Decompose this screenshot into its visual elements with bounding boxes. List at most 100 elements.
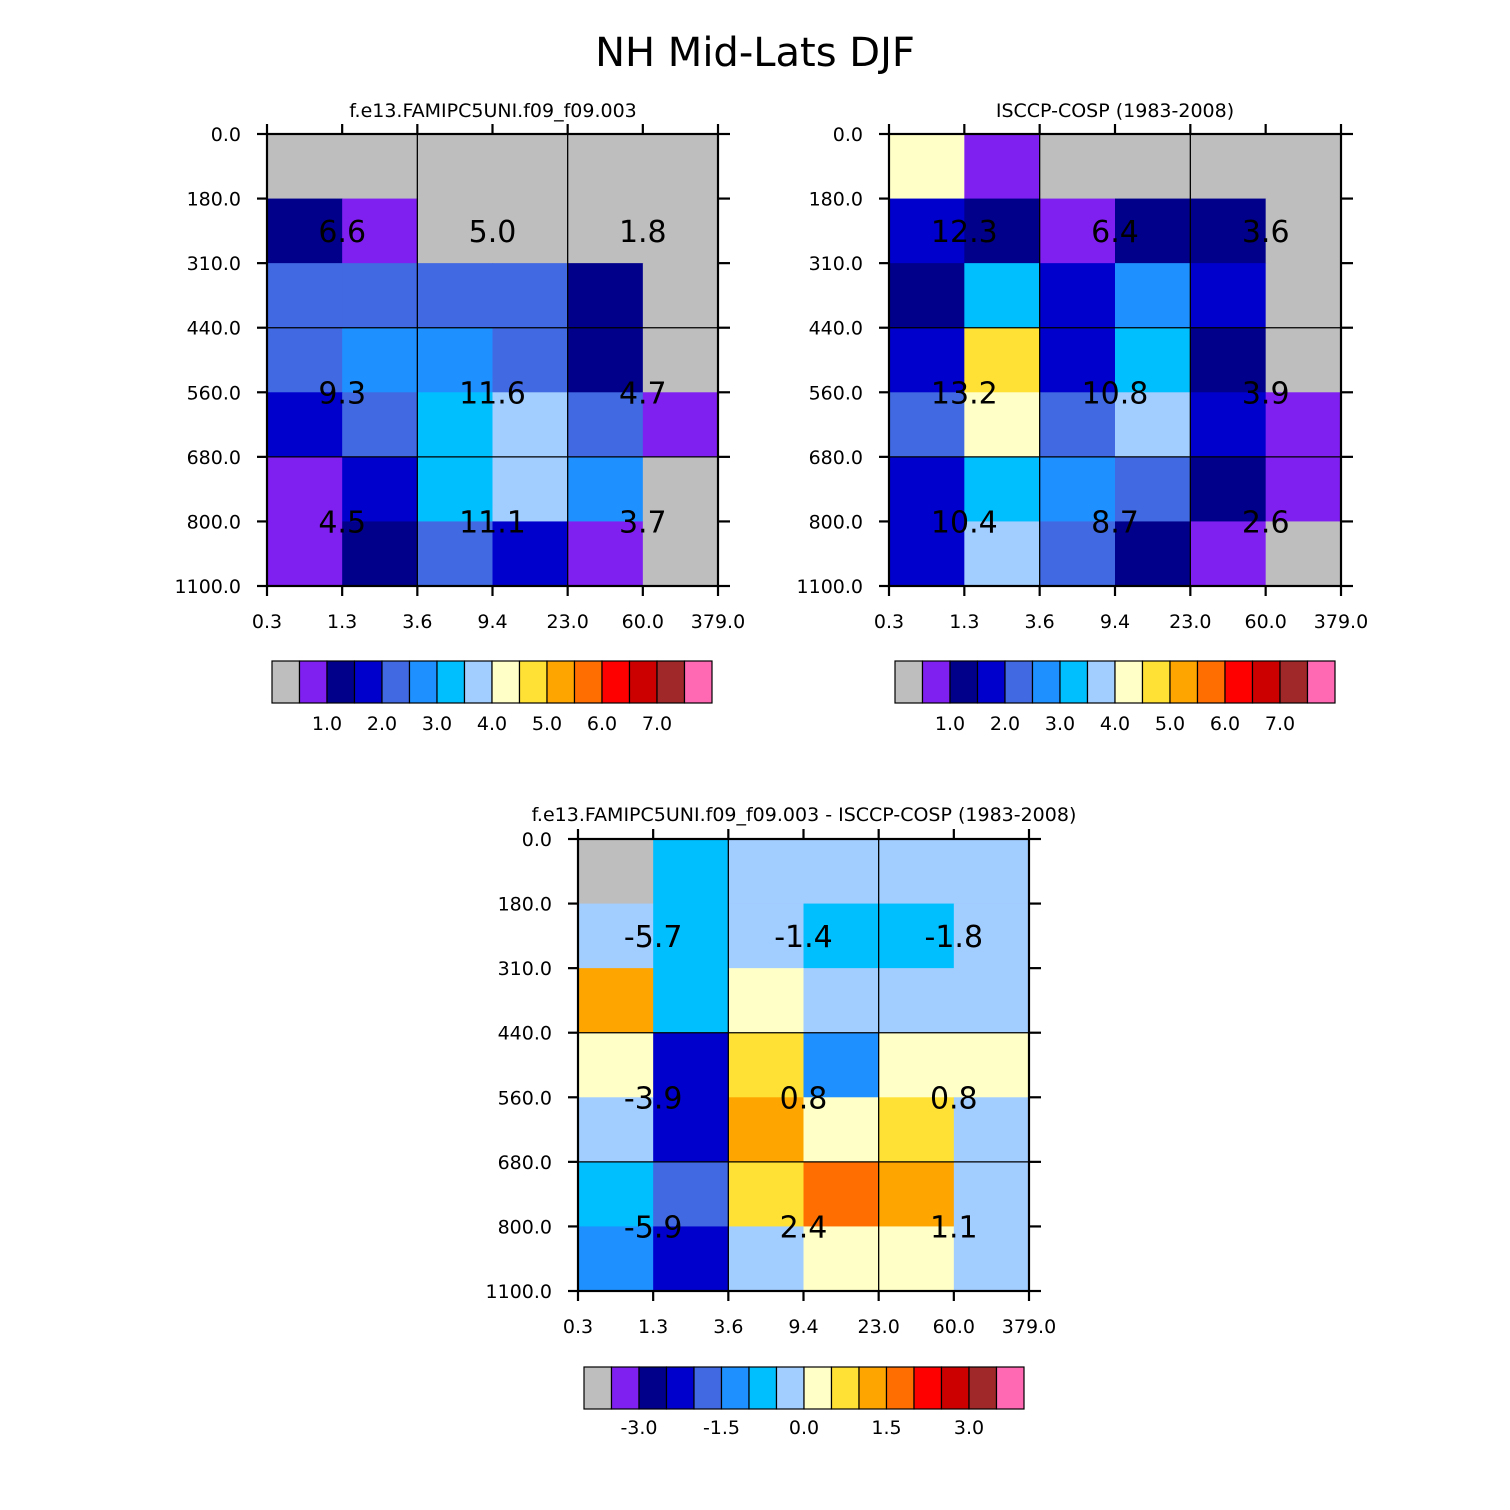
box-value-label: 10.4 xyxy=(931,505,998,540)
x-tick-label: 0.3 xyxy=(563,1316,593,1338)
axes-obs: 0.3 1.3 3.6 9.4 23.0 60.0 379.0 0.0 180.0 310.0 44… xyxy=(797,124,1368,633)
heatmap-cell xyxy=(878,1161,955,1228)
colorbar-swatch xyxy=(775,1366,805,1410)
heatmap-cell xyxy=(964,521,1041,587)
heatmap-cell xyxy=(878,903,955,969)
colorbar-swatch xyxy=(683,660,713,704)
heatmap-cell xyxy=(1265,456,1342,523)
panel-title-obs: ISCCP-COSP (1983-2008) xyxy=(996,100,1234,122)
heatmap-cell xyxy=(728,839,805,905)
box-value-label: 4.7 xyxy=(619,376,667,411)
colorbar-diff: -3.0 -1.5 0.0 1.5 3.0 xyxy=(583,1366,1025,1439)
heatmap-cell xyxy=(1265,327,1342,393)
heatmap-cell xyxy=(728,903,805,969)
y-tick-label: 0.0 xyxy=(522,829,552,851)
box-value-label: -5.9 xyxy=(624,1210,683,1245)
x-tick-label: 23.0 xyxy=(858,1316,900,1338)
y-tick-label: 560.0 xyxy=(498,1087,552,1109)
colorbar-swatch xyxy=(491,660,521,704)
heatmap-cell xyxy=(728,1032,805,1098)
colorbar-label: 5.0 xyxy=(1155,713,1185,735)
heatmap-cell xyxy=(578,839,654,905)
colorbar-swatch xyxy=(921,660,951,704)
x-tick-label: 60.0 xyxy=(933,1316,975,1338)
heatmap-cell xyxy=(889,392,965,458)
x-tick-label: 9.4 xyxy=(1100,611,1130,633)
box-value-label: 3.9 xyxy=(1242,376,1290,411)
box-value-label: 3.7 xyxy=(619,505,667,540)
colorbar-model: 1.0 2.0 3.0 4.0 5.0 6.0 7.0 xyxy=(271,660,713,735)
heatmap-cell xyxy=(803,1032,880,1098)
heatmap-cell xyxy=(953,903,1030,969)
box-value-label: 6.6 xyxy=(318,215,366,250)
heatmap-cell xyxy=(653,839,729,905)
heatmap-cell xyxy=(492,263,569,329)
colorbar-label: 2.0 xyxy=(367,713,397,735)
colorbar-label: 7.0 xyxy=(642,713,672,735)
panel-title-model: f.e13.FAMIPC5UNI.f09_f09.003 xyxy=(349,100,637,122)
box-value-label: 10.8 xyxy=(1082,376,1149,411)
heatmap-cell xyxy=(492,198,569,264)
colorbar-swatch xyxy=(665,1366,695,1410)
heatmap-cell xyxy=(1190,263,1267,329)
colorbar-label: 6.0 xyxy=(1210,713,1240,735)
heatmap-cell xyxy=(878,839,955,905)
heatmap-cell xyxy=(964,198,1041,264)
box-value-label: 11.1 xyxy=(459,505,526,540)
heatmap-cell xyxy=(578,1032,654,1098)
y-tick-label: 0.0 xyxy=(211,124,241,146)
heatmap-cell xyxy=(342,327,418,393)
heatmap-cell xyxy=(653,968,729,1034)
x-tick-label: 0.3 xyxy=(874,611,904,633)
y-tick-label: 310.0 xyxy=(809,253,863,275)
heatmap-cell xyxy=(1115,263,1191,329)
colorbar-label: 2.0 xyxy=(990,713,1020,735)
box-value-label: -5.7 xyxy=(624,920,683,955)
colorbar-swatch xyxy=(518,660,548,704)
heatmap-cell xyxy=(642,263,719,329)
heatmap-cell xyxy=(653,1161,729,1228)
heatmap-cell xyxy=(728,968,805,1034)
heatmap-cell xyxy=(1190,456,1267,523)
heatmap-cell xyxy=(653,1097,729,1163)
heatmap-cell xyxy=(267,456,343,523)
heatmap-cell xyxy=(642,198,719,264)
heatmap-cell xyxy=(953,1161,1030,1228)
panel-model: f.e13.FAMIPC5UNI.f09_f09.003 0.3 1.3 3.6 9.… xyxy=(175,100,746,735)
box-value-label: 9.3 xyxy=(318,376,366,411)
y-tick-label: 800.0 xyxy=(498,1216,552,1238)
x-tick-label: 9.4 xyxy=(477,611,507,633)
heatmap-cell xyxy=(653,903,729,969)
colorbar-label: 4.0 xyxy=(1100,713,1130,735)
box-value-label: 5.0 xyxy=(469,215,517,250)
y-tick-label: 310.0 xyxy=(187,253,241,275)
colorbar-swatch xyxy=(298,660,328,704)
colorbar-swatch xyxy=(1031,660,1061,704)
colorbar-label: 0.0 xyxy=(789,1417,819,1439)
y-tick-label: 180.0 xyxy=(809,189,863,211)
colorbar-label: -1.5 xyxy=(703,1417,740,1439)
heatmap-cell xyxy=(342,392,418,458)
colorbar-swatch xyxy=(1004,660,1034,704)
colorbar-swatch xyxy=(601,660,631,704)
box-value-label: 0.8 xyxy=(930,1081,978,1116)
heatmap-cell xyxy=(567,456,644,523)
heatmap-cell xyxy=(1190,392,1267,458)
heatmap-cell xyxy=(1265,263,1342,329)
colorbar-swatch xyxy=(1196,660,1226,704)
heatmap-cell xyxy=(642,521,719,587)
heatmap-cell xyxy=(492,521,569,587)
x-tick-label: 3.6 xyxy=(713,1316,743,1338)
heatmap-cell xyxy=(417,263,494,329)
box-value-label: 11.6 xyxy=(459,376,526,411)
box-value-label: -1.8 xyxy=(925,920,984,955)
panel-diff: f.e13.FAMIPC5UNI.f09_f09.003 - ISCCP-COS… xyxy=(486,804,1077,1439)
heatmap-cell xyxy=(1039,392,1116,458)
colorbar-swatch xyxy=(885,1366,915,1410)
colorbar-label: 4.0 xyxy=(477,713,507,735)
heatmap-cell xyxy=(803,1161,880,1228)
box-value-label: 0.8 xyxy=(780,1081,828,1116)
heatmap-cell xyxy=(578,1226,654,1292)
y-tick-label: 440.0 xyxy=(809,318,863,340)
heatmap-cell xyxy=(1115,198,1191,264)
